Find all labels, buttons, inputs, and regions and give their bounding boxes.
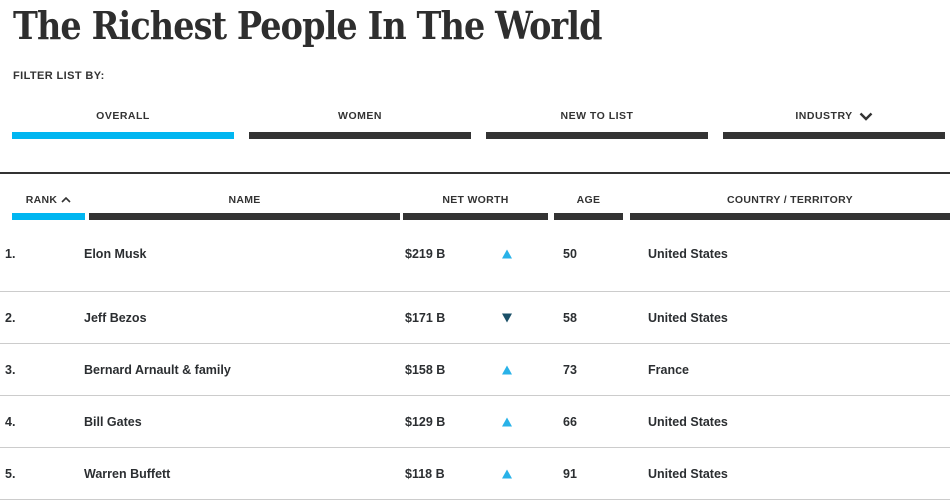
- age-cell: 91: [563, 466, 577, 481]
- name-cell: Bill Gates: [84, 414, 142, 429]
- networth-cell: $171 B: [405, 310, 446, 325]
- table-row[interactable]: 5. Warren Buffett $118 B 91 United State…: [0, 448, 950, 500]
- tab-women-underline: [249, 132, 471, 139]
- column-header-country[interactable]: COUNTRY / TERRITORY: [630, 192, 950, 220]
- rank-cell: 5.: [5, 466, 16, 481]
- column-header-rank[interactable]: RANK: [12, 192, 85, 220]
- column-header-networth[interactable]: NET WORTH: [403, 192, 548, 220]
- tab-industry-text: INDUSTRY: [795, 110, 853, 122]
- rank-cell: 2.: [5, 310, 16, 325]
- table-row[interactable]: 1. Elon Musk $219 B 50 United States: [0, 216, 950, 292]
- networth-cell: $219 B: [405, 246, 446, 261]
- column-header-networth-label: NET WORTH: [442, 193, 509, 206]
- tab-overall-underline: [12, 132, 234, 139]
- tab-women-label: WOMEN: [338, 110, 382, 122]
- networth-change-icon: [502, 365, 512, 374]
- tab-overall[interactable]: OVERALL: [12, 107, 234, 139]
- networth-change-icon: [502, 417, 512, 426]
- rank-cell: 3.: [5, 362, 16, 377]
- table-row[interactable]: 4. Bill Gates $129 B 66 United States: [0, 396, 950, 448]
- networth-change-icon: [502, 469, 512, 478]
- country-cell: United States: [648, 466, 728, 481]
- column-header-rank-label: RANK: [12, 192, 85, 207]
- country-cell: United States: [648, 310, 728, 325]
- networth-column-underline: [403, 213, 548, 220]
- age-cell: 66: [563, 414, 577, 429]
- table-row[interactable]: 3. Bernard Arnault & family $158 B 73 Fr…: [0, 344, 950, 396]
- filter-list-by-label: FILTER LIST BY:: [13, 70, 105, 82]
- networth-cell: $158 B: [405, 362, 446, 377]
- column-header-country-label: COUNTRY / TERRITORY: [727, 193, 853, 206]
- tab-industry-label: INDUSTRY: [723, 107, 945, 125]
- country-column-underline: [630, 213, 950, 220]
- tab-overall-label: OVERALL: [96, 110, 150, 122]
- name-cell: Warren Buffett: [84, 466, 171, 481]
- tab-industry-underline: [723, 132, 945, 139]
- column-header-age[interactable]: AGE: [554, 192, 623, 220]
- country-cell: United States: [648, 246, 728, 261]
- age-cell: 73: [563, 362, 577, 377]
- column-header-name-label: NAME: [228, 193, 261, 206]
- age-column-underline: [554, 213, 623, 220]
- rank-cell: 1.: [5, 246, 16, 261]
- tabs-divider-line: [0, 172, 950, 174]
- column-header-name[interactable]: NAME: [89, 192, 400, 220]
- country-cell: United States: [648, 414, 728, 429]
- networth-cell: $118 B: [405, 466, 445, 481]
- name-cell: Bernard Arnault & family: [84, 362, 231, 377]
- tab-women[interactable]: WOMEN: [249, 107, 471, 139]
- networth-change-icon: [502, 249, 512, 258]
- sort-ascending-icon: [61, 196, 71, 203]
- name-column-underline: [89, 213, 400, 220]
- filter-tabs: OVERALL WOMEN NEW TO LIST INDUSTRY: [12, 107, 945, 139]
- networth-cell: $129 B: [405, 414, 446, 429]
- tab-new-to-list-underline: [486, 132, 708, 139]
- age-cell: 58: [563, 310, 577, 325]
- page-title: The Richest People In The World: [13, 3, 602, 48]
- table-row[interactable]: 2. Jeff Bezos $171 B 58 United States: [0, 292, 950, 344]
- column-header-age-label: AGE: [576, 193, 601, 206]
- rank-cell: 4.: [5, 414, 16, 429]
- tab-new-to-list-label: NEW TO LIST: [560, 110, 634, 122]
- tab-new-to-list[interactable]: NEW TO LIST: [486, 107, 708, 139]
- country-cell: France: [648, 362, 689, 377]
- chevron-down-icon: [859, 112, 872, 121]
- age-cell: 50: [563, 246, 577, 261]
- name-cell: Jeff Bezos: [84, 310, 147, 325]
- rank-header-text: RANK: [25, 193, 58, 206]
- table-header: RANK NAME NET WORTH AGE COUNTRY / TERRIT…: [0, 192, 950, 220]
- rank-column-underline: [12, 213, 85, 220]
- table-body: 1. Elon Musk $219 B 50 United States 2. …: [0, 216, 950, 500]
- networth-change-icon: [502, 313, 512, 322]
- tab-industry[interactable]: INDUSTRY: [723, 107, 945, 139]
- name-cell: Elon Musk: [84, 246, 147, 261]
